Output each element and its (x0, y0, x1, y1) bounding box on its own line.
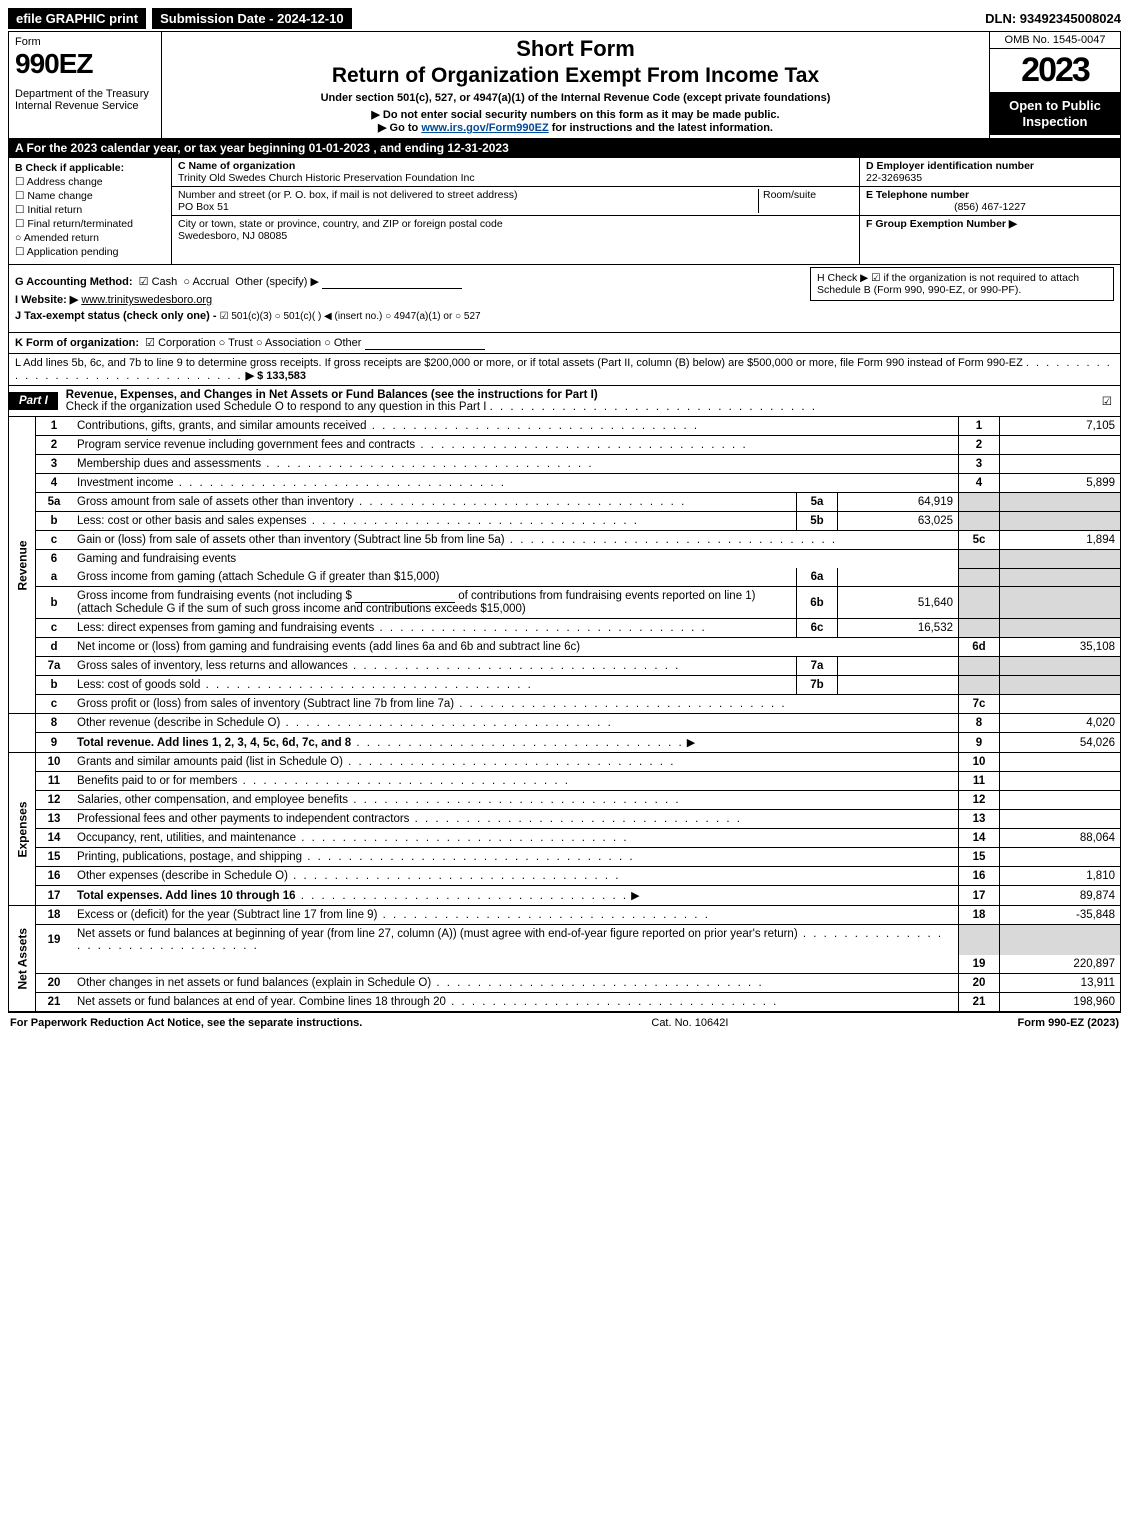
subtitle: Under section 501(c), 527, or 4947(a)(1)… (170, 92, 981, 104)
amt-5a: 64,919 (838, 493, 959, 512)
part1-title: Revenue, Expenses, and Changes in Net As… (58, 386, 1102, 416)
top-bar: efile GRAPHIC print Submission Date - 20… (8, 8, 1121, 29)
F-label: F Group Exemption Number ▶ (866, 218, 1017, 230)
amt-11 (1000, 772, 1121, 791)
J-line: J Tax-exempt status (check only one) - ☑… (15, 310, 1114, 322)
submission-date: Submission Date - 2024-12-10 (152, 8, 352, 29)
side-expenses: Expenses (9, 753, 36, 906)
chk-name-change[interactable]: Name change (15, 190, 165, 202)
amt-21: 198,960 (1000, 993, 1121, 1012)
page-footer: For Paperwork Reduction Act Notice, see … (8, 1012, 1121, 1029)
netassets-table: Net Assets 18 Excess or (deficit) for th… (8, 906, 1121, 1012)
amt-5c: 1,894 (1000, 531, 1121, 550)
L-text: L Add lines 5b, 6c, and 7b to line 9 to … (15, 357, 1023, 369)
amt-16: 1,810 (1000, 867, 1121, 886)
dept-label: Department of the Treasury Internal Reve… (15, 88, 155, 112)
website-value[interactable]: www.trinityswedesboro.org (81, 294, 212, 306)
amt-6a (838, 568, 959, 587)
form-number: 990EZ (15, 48, 155, 80)
footer-left: For Paperwork Reduction Act Notice, see … (10, 1017, 362, 1029)
note-ssn: ▶ Do not enter social security numbers o… (170, 108, 981, 121)
g-other: Other (specify) ▶ (235, 276, 319, 288)
C-city-label: City or town, state or province, country… (178, 218, 503, 230)
amt-5b: 63,025 (838, 512, 959, 531)
amt-1: 7,105 (1000, 417, 1121, 436)
footer-form: Form 990-EZ (2023) (1018, 1017, 1119, 1029)
chk-amended-return[interactable]: Amended return (15, 232, 165, 244)
E-label: E Telephone number (866, 189, 969, 201)
note-link: ▶ Go to www.irs.gov/Form990EZ for instru… (170, 121, 981, 134)
amt-3 (1000, 455, 1121, 474)
amt-17: 89,874 (1000, 886, 1121, 906)
D-label: D Employer identification number (866, 160, 1034, 172)
chk-final-return[interactable]: Final return/terminated (15, 218, 165, 230)
ein-value: 22-3269635 (866, 172, 922, 184)
footer-cat: Cat. No. 10642I (651, 1017, 728, 1029)
amt-7b (838, 676, 959, 695)
section-K: K Form of organization: ☑ Corporation ○ … (8, 333, 1121, 354)
amt-6b: 51,640 (838, 587, 959, 619)
form-header: Form 990EZ Department of the Treasury In… (8, 31, 1121, 139)
side-revenue: Revenue (9, 417, 36, 714)
form-label: Form (15, 36, 155, 48)
amt-19: 220,897 (1000, 955, 1121, 974)
side-netassets: Net Assets (9, 906, 36, 1012)
C-addr-label: Number and street (or P. O. box, if mail… (178, 189, 517, 201)
room-suite-label: Room/suite (763, 189, 816, 201)
amt-10 (1000, 753, 1121, 772)
C-name-label: C Name of organization (178, 160, 295, 172)
tax-year: 2023 (990, 49, 1120, 92)
section-GHIJ: H Check ▶ ☑ if the organization is not r… (8, 265, 1121, 333)
K-options: ☑ Corporation ○ Trust ○ Association ○ Ot… (145, 337, 361, 349)
col-DEF: D Employer identification number 22-3269… (860, 158, 1120, 264)
part1-header: Part I Revenue, Expenses, and Changes in… (8, 386, 1121, 417)
open-to-public: Open to Public Inspection (990, 92, 1120, 135)
amt-6c: 16,532 (838, 619, 959, 638)
amt-7c (1000, 695, 1121, 714)
amt-7a (838, 657, 959, 676)
B-label: B Check if applicable: (15, 162, 165, 174)
g-accrual[interactable]: Accrual (183, 276, 229, 288)
row-A: A For the 2023 calendar year, or tax yea… (8, 139, 1121, 158)
g-cash[interactable]: Cash (139, 276, 178, 288)
col-B: B Check if applicable: Address change Na… (9, 158, 172, 264)
amt-6d: 35,108 (1000, 638, 1121, 657)
part1-tag: Part I (9, 392, 58, 410)
omb-number: OMB No. 1545-0047 (990, 32, 1120, 49)
amt-20: 13,911 (1000, 974, 1121, 993)
chk-initial-return[interactable]: Initial return (15, 204, 165, 216)
efile-tag: efile GRAPHIC print (8, 8, 146, 29)
org-address: PO Box 51 (178, 201, 229, 213)
dln: DLN: 93492345008024 (985, 11, 1121, 26)
col-C: C Name of organization Trinity Old Swede… (172, 158, 860, 264)
amt-12 (1000, 791, 1121, 810)
J-options: ☑ 501(c)(3) ○ 501(c)( ) ◀ (insert no.) ○… (220, 311, 481, 322)
phone-value: (856) 467-1227 (866, 201, 1114, 213)
amt-4: 5,899 (1000, 474, 1121, 493)
expenses-table: Expenses 10 Grants and similar amounts p… (8, 753, 1121, 906)
amt-15 (1000, 848, 1121, 867)
amt-14: 88,064 (1000, 829, 1121, 848)
header-center: Short Form Return of Organization Exempt… (162, 32, 989, 138)
part1-checkbox[interactable] (1102, 394, 1120, 408)
revenue-table: Revenue 1 Contributions, gifts, grants, … (8, 417, 1121, 753)
section-L: L Add lines 5b, 6c, and 7b to line 9 to … (8, 354, 1121, 386)
title-return: Return of Organization Exempt From Incom… (170, 64, 981, 88)
header-left: Form 990EZ Department of the Treasury In… (9, 32, 162, 138)
amt-8: 4,020 (1000, 714, 1121, 733)
amt-18: -35,848 (1000, 906, 1121, 925)
L-amount: ▶ $ 133,583 (246, 370, 306, 382)
irs-link[interactable]: www.irs.gov/Form990EZ (421, 122, 548, 134)
org-city: Swedesboro, NJ 08085 (178, 230, 287, 242)
section-BCDEF: B Check if applicable: Address change Na… (8, 158, 1121, 265)
chk-address-change[interactable]: Address change (15, 176, 165, 188)
amt-2 (1000, 436, 1121, 455)
title-short-form: Short Form (170, 36, 981, 62)
H-box: H Check ▶ ☑ if the organization is not r… (810, 267, 1114, 301)
chk-application-pending[interactable]: Application pending (15, 246, 165, 258)
amt-13 (1000, 810, 1121, 829)
amt-9: 54,026 (1000, 733, 1121, 753)
org-name: Trinity Old Swedes Church Historic Prese… (178, 172, 475, 184)
header-right: OMB No. 1545-0047 2023 Open to Public In… (989, 32, 1120, 138)
